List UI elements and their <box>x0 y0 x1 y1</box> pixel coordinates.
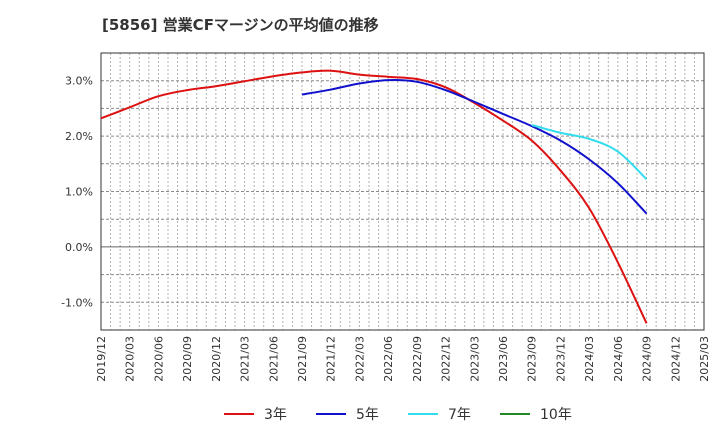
y-tick-label: 3.0% <box>65 75 93 88</box>
x-tick-label: 2024/12 <box>669 336 682 382</box>
series-line-3 <box>531 124 648 181</box>
legend-label-4: 10年 <box>540 407 572 423</box>
x-tick-label: 2020/09 <box>181 336 194 382</box>
x-tick-label: 2021/06 <box>267 336 280 382</box>
x-tick-label: 2023/12 <box>554 336 567 382</box>
x-tick-label: 2022/12 <box>440 336 453 382</box>
x-tick-label: 2019/12 <box>95 336 108 382</box>
y-tick-label: 1.0% <box>65 186 93 199</box>
x-tick-label: 2025/03 <box>698 336 711 382</box>
x-tick-label: 2022/06 <box>382 336 395 382</box>
x-tick-label: 2020/03 <box>124 336 137 382</box>
x-tick-label: 2023/09 <box>526 336 539 382</box>
x-tick-label: 2024/06 <box>612 336 625 382</box>
legend-label-2: 5年 <box>356 407 379 423</box>
x-tick-label: 2022/03 <box>353 336 366 382</box>
x-tick-label: 2021/03 <box>239 336 252 382</box>
y-tick-label: 2.0% <box>65 130 93 143</box>
legend-label-3: 7年 <box>448 407 471 423</box>
x-tick-label: 2024/09 <box>641 336 654 382</box>
x-tick-label: 2021/12 <box>325 336 338 382</box>
x-tick-label: 2024/03 <box>583 336 596 382</box>
x-tick-label: 2021/09 <box>296 336 309 382</box>
chart-title: [5856] 営業CFマージンの平均値の推移 <box>102 16 379 34</box>
y-tick-label: 0.0% <box>65 241 93 254</box>
x-tick-label: 2023/03 <box>468 336 481 382</box>
legend-label-1: 3年 <box>264 407 287 423</box>
x-tick-label: 2020/12 <box>210 336 223 382</box>
x-tick-label: 2020/06 <box>152 336 165 382</box>
y-tick-label: -1.0% <box>61 296 93 309</box>
series-line-2 <box>301 79 648 215</box>
series-line-1 <box>100 69 648 324</box>
plot-border <box>100 52 705 331</box>
x-tick-label: 2022/09 <box>411 336 424 382</box>
x-tick-label: 2023/06 <box>497 336 510 382</box>
